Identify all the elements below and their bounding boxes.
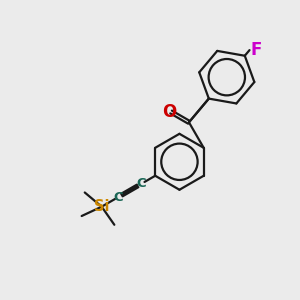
Text: C: C: [113, 190, 123, 204]
Text: C: C: [136, 177, 146, 190]
Text: Si: Si: [94, 199, 110, 214]
Text: O: O: [163, 103, 177, 121]
Text: F: F: [251, 41, 262, 59]
